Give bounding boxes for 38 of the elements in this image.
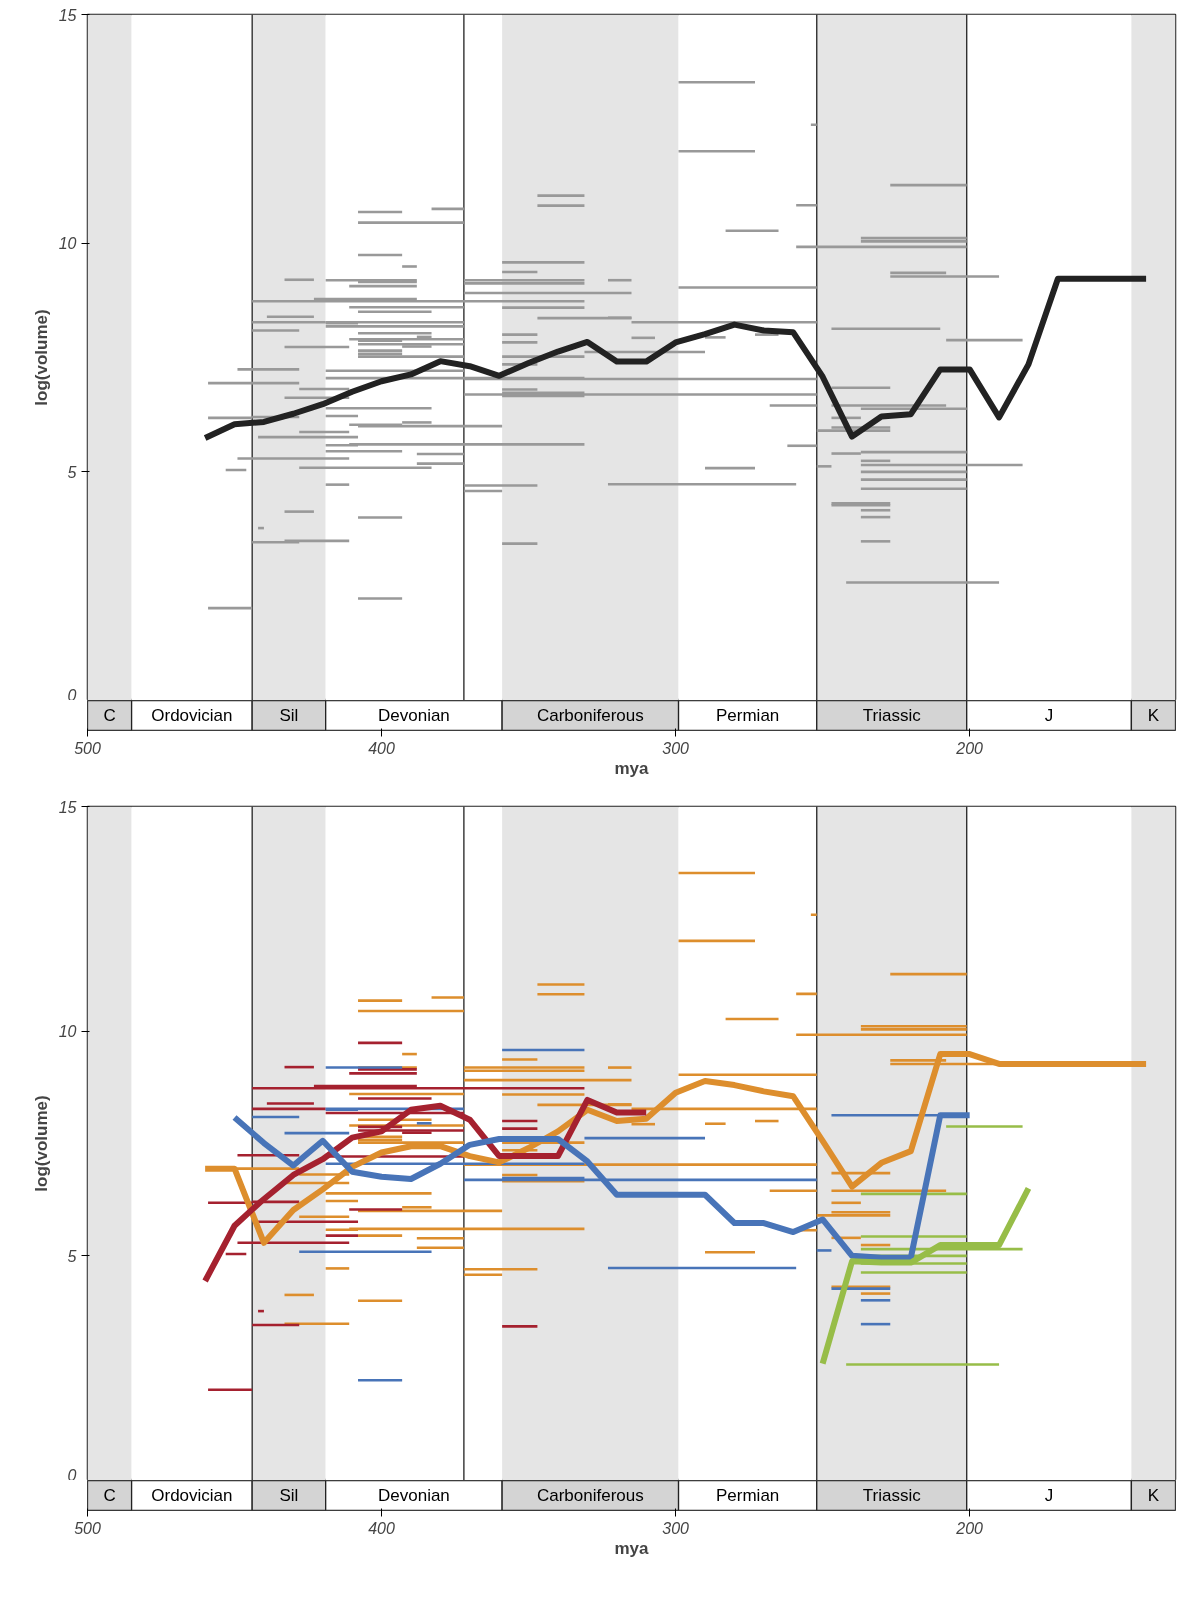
y-axis-title: log(volume)	[31, 1095, 51, 1192]
band-label: Carboniferous	[536, 1486, 644, 1505]
x-tick-label: 500	[74, 739, 101, 757]
band-label: Triassic	[862, 706, 922, 725]
x-tick-label: 400	[368, 1519, 395, 1537]
x-tick-label: 500	[74, 1519, 101, 1537]
band-label: J	[1044, 1486, 1054, 1505]
band-label: Sil	[279, 1486, 299, 1505]
band-label: K	[1147, 706, 1160, 725]
band-label: Permian	[716, 1486, 780, 1505]
x-tick-label: 200	[955, 1519, 984, 1537]
band-label: Triassic	[862, 1486, 922, 1505]
x-tick-label: 300	[662, 1519, 690, 1537]
y-tick-label: 5	[67, 463, 77, 481]
y-tick-label: 15	[58, 6, 77, 24]
band-label: C	[103, 706, 116, 725]
x-tick-label: 200	[955, 739, 984, 757]
x-tick-label: 300	[662, 739, 690, 757]
x-tick-label: 400	[368, 739, 395, 757]
y-tick-label: 10	[58, 1023, 77, 1041]
y-tick-label: 15	[58, 798, 77, 816]
band-label: Devonian	[377, 706, 450, 725]
y-axis-title: log(volume)	[31, 309, 51, 406]
x-axis-title: mya	[614, 758, 650, 778]
band-label: Sil	[279, 706, 299, 725]
band-label: Ordovician	[151, 1486, 233, 1505]
x-axis-title: mya	[614, 1538, 650, 1558]
band-label: Permian	[716, 706, 780, 725]
band-label: Devonian	[377, 1486, 450, 1505]
y-tick-label: 0	[67, 1466, 77, 1484]
band-label: C	[103, 1486, 116, 1505]
y-tick-label: 10	[58, 235, 77, 253]
band-label: J	[1044, 706, 1054, 725]
y-tick-label: 0	[67, 686, 77, 704]
band-label: Ordovician	[151, 706, 233, 725]
band-label: K	[1147, 1486, 1160, 1505]
y-tick-label: 5	[67, 1247, 77, 1265]
band-label: Carboniferous	[536, 706, 644, 725]
